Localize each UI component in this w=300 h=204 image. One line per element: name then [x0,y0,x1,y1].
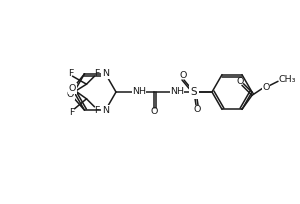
Text: N: N [102,106,109,115]
Text: O: O [179,71,187,81]
Text: O: O [69,84,76,93]
Text: NH: NH [170,86,184,95]
Text: F: F [94,106,99,115]
Text: F: F [69,108,74,117]
Text: CH₃: CH₃ [278,75,296,84]
Text: S: S [191,87,197,97]
Text: O: O [150,108,158,116]
Text: F: F [94,69,99,78]
Text: O: O [262,83,270,92]
Text: NH: NH [132,86,146,95]
Text: O: O [193,104,201,113]
Text: N: N [102,69,109,78]
Text: F: F [68,69,73,78]
Text: O: O [67,90,74,99]
Text: O: O [236,77,244,86]
